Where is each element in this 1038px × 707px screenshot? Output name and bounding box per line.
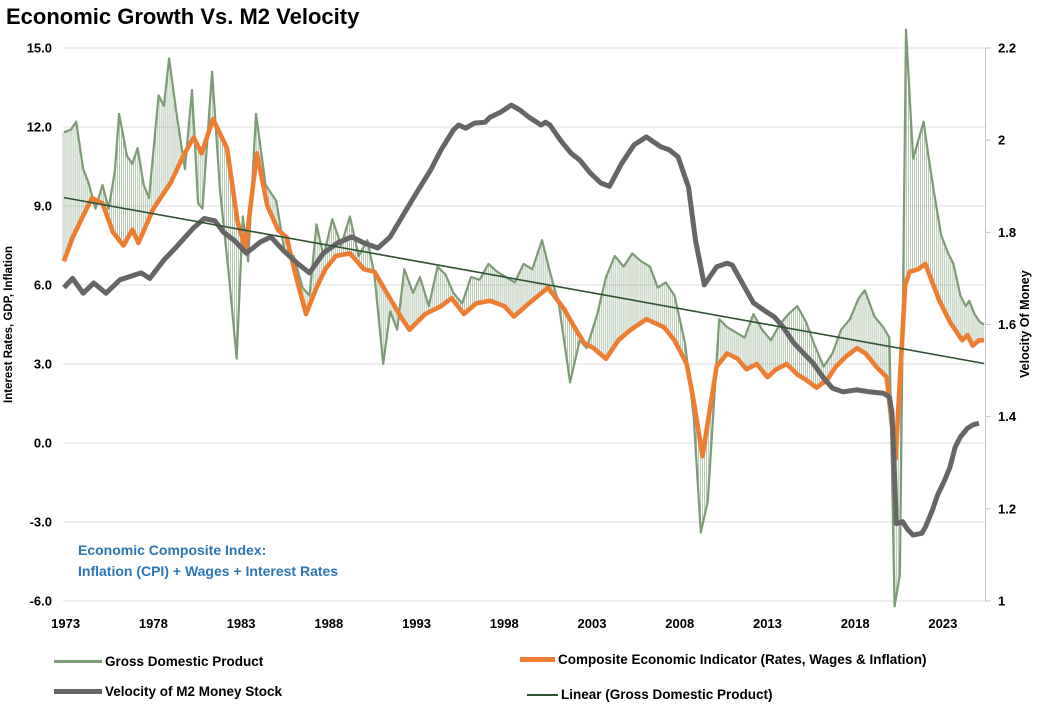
legend-item-gdp: Gross Domestic Product — [54, 654, 263, 669]
legend-label-composite: Composite Economic Indicator (Rates, Wag… — [558, 652, 927, 667]
x-axis-tick-label: 1993 — [402, 616, 431, 631]
legend-label-linear: Linear (Gross Domestic Product) — [561, 687, 773, 702]
right-axis-tick-label: 1.6 — [998, 317, 1016, 332]
x-axis-tick-label: 2023 — [928, 616, 957, 631]
right-axis-tick-label: 1.2 — [998, 501, 1016, 516]
right-axis-tick-label: 1 — [998, 594, 1005, 609]
right-axis-title: Velocity Of Money — [1018, 270, 1032, 379]
gdp-trend-line — [63, 196, 985, 365]
x-axis-tick-label: 2003 — [578, 616, 607, 631]
left-axis-tick-label: 15.0 — [27, 41, 52, 56]
left-axis-tick-label: 9.0 — [34, 199, 52, 214]
x-axis-tick-label: 2018 — [841, 616, 870, 631]
x-axis-tick-label: 1973 — [51, 616, 80, 631]
x-axis-tick-label: 2008 — [665, 616, 694, 631]
x-axis-tick-label: 1988 — [314, 616, 343, 631]
gdp-line — [63, 28, 985, 608]
x-axis-tick-label: 1978 — [139, 616, 168, 631]
chart-title: Economic Growth Vs. M2 Velocity — [6, 4, 360, 29]
annotation-line-2: Inflation (CPI) + Wages + Interest Rates — [78, 563, 339, 579]
legend-label-velocity: Velocity of M2 Money Stock — [105, 684, 283, 699]
left-axis-title: Interest Rates, GDP, Inflation — [3, 246, 15, 403]
gdp-line-swatch — [54, 660, 102, 663]
legend-item-composite: Composite Economic Indicator (Rates, Wag… — [520, 652, 927, 667]
left-axis-tick-label: -6.0 — [30, 594, 52, 609]
x-axis-tick-label: 1998 — [490, 616, 519, 631]
x-axis-tick-label: 1983 — [227, 616, 256, 631]
linear-trend-swatch — [527, 693, 558, 696]
right-axis-tick-label: 2.2 — [998, 41, 1016, 56]
right-axis-tick-label: 1.4 — [998, 409, 1017, 424]
velocity-line-swatch — [54, 689, 102, 694]
left-axis-tick-label: 3.0 — [34, 357, 52, 372]
legend-item-velocity: Velocity of M2 Money Stock — [54, 684, 282, 699]
left-axis-tick-label: 0.0 — [34, 436, 52, 451]
annotation-line-1: Economic Composite Index: — [78, 542, 267, 558]
legend-item-linear: Linear (Gross Domestic Product) — [527, 687, 773, 702]
right-axis-tick-label: 2 — [998, 133, 1005, 148]
left-axis-tick-label: -3.0 — [30, 515, 52, 530]
gdp-composite-hilo-lines — [62, 36, 984, 597]
left-axis-tick-label: 12.0 — [27, 120, 52, 135]
velocity-line — [62, 102, 980, 538]
right-axis-tick-label: 1.8 — [998, 225, 1016, 240]
composite-index-annotation: Economic Composite Index: Inflation (CPI… — [78, 540, 338, 582]
composite-line — [61, 116, 985, 462]
legend-label-gdp: Gross Domestic Product — [105, 654, 264, 669]
left-axis-tick-label: 6.0 — [34, 278, 52, 293]
x-axis-tick-label: 2013 — [753, 616, 782, 631]
composite-line-swatch — [520, 657, 555, 662]
